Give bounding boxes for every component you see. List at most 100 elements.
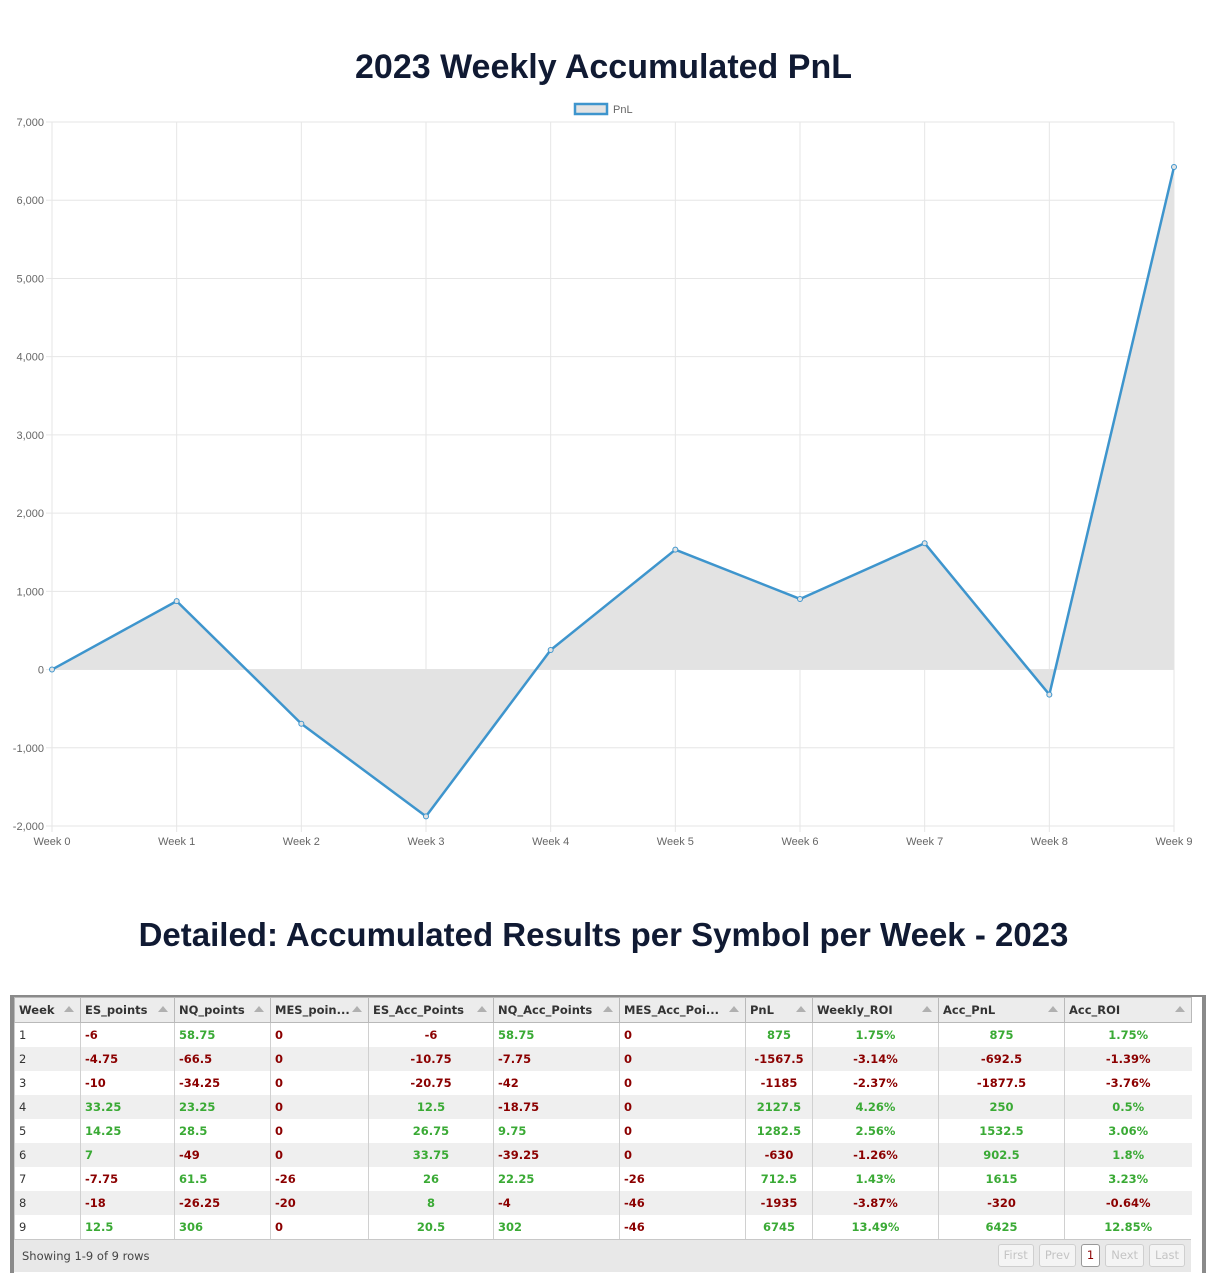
table-cell: -3.76%: [1064, 1071, 1192, 1095]
column-header-label: ES_points: [85, 1003, 148, 1017]
column-header-label: MES_poin...: [275, 1003, 350, 1017]
column-header[interactable]: ES_points: [80, 997, 175, 1023]
column-header[interactable]: Acc_PnL: [938, 997, 1065, 1023]
table-cell: 1615: [938, 1167, 1065, 1191]
table-cell: 3: [14, 1071, 81, 1095]
table-cell: -46: [619, 1191, 746, 1215]
table-cell: 0: [270, 1215, 369, 1239]
pnl-data-point: [672, 546, 679, 553]
table-cell: 0: [619, 1095, 746, 1119]
table-cell: 28.5: [174, 1119, 271, 1143]
sort-arrow-icon[interactable]: [254, 1006, 264, 1012]
column-header[interactable]: PnL: [745, 997, 813, 1023]
column-header[interactable]: NQ_Acc_Points: [493, 997, 620, 1023]
last-page-button[interactable]: Last: [1149, 1244, 1185, 1267]
sort-arrow-icon[interactable]: [477, 1006, 487, 1012]
table-row[interactable]: 7 -7.75 61.5 -26 26 22.25 -26 712.5 1.43% 1615 3.2…: [14, 1167, 1192, 1191]
table-cell: 58.75: [174, 1022, 271, 1047]
table-cell: -3.14%: [812, 1047, 939, 1071]
table-cell: 7: [80, 1143, 175, 1167]
table-cell: -10: [80, 1071, 175, 1095]
table-cell: 5: [14, 1119, 81, 1143]
table-row[interactable]: 3 -10 -34.25 0 -20.75 -42 0 -1185 -2.37% -1877.5-…: [14, 1071, 1192, 1095]
y-tick-label: 3,000: [16, 430, 44, 442]
table-cell: 33.25: [80, 1095, 175, 1119]
column-header[interactable]: NQ_points: [174, 997, 271, 1023]
y-tick-label: 4,000: [16, 352, 44, 364]
table-cell: 0: [619, 1022, 746, 1047]
table-cell: -26.25: [174, 1191, 271, 1215]
table-cell: 6: [14, 1143, 81, 1167]
pnl-data-point: [547, 647, 554, 653]
table-cell: 0: [619, 1143, 746, 1167]
column-header[interactable]: Acc_ROI: [1064, 997, 1192, 1023]
table-cell: 13.49%: [812, 1215, 939, 1239]
pnl-data-point: [1171, 163, 1177, 170]
table-row[interactable]: 1 -6 58.75 0 -6 58.75 0 875 1.75% 875 1.75%: [14, 1022, 1192, 1047]
pagination-info: Showing 1-9 of 9 rows: [22, 1249, 150, 1263]
table-cell: 0.5%: [1064, 1095, 1192, 1119]
table-cell: 33.75: [368, 1143, 494, 1167]
table-cell: 9.75: [493, 1119, 620, 1143]
sort-arrow-icon[interactable]: [729, 1006, 739, 1012]
table-cell: 26.75: [368, 1119, 494, 1143]
column-header[interactable]: MES_poin...: [270, 997, 369, 1023]
sort-arrow-icon[interactable]: [603, 1006, 613, 1012]
column-header[interactable]: ES_Acc_Points: [368, 997, 494, 1023]
table-cell: 250: [938, 1095, 1065, 1119]
pnl-data-point: [921, 540, 928, 547]
table-cell: -20.75: [368, 1071, 494, 1095]
y-tick-label: 1,000: [16, 586, 44, 598]
table-cell: 0: [270, 1095, 369, 1119]
column-header[interactable]: MES_Acc_Poi...: [619, 997, 746, 1023]
first-page-button[interactable]: First: [997, 1244, 1034, 1267]
table-row[interactable]: 4 33.25 23.25 0 12.5 -18.75 0 2127.5 4.26% 250 0.5…: [14, 1095, 1192, 1119]
table-cell: -692.5: [938, 1047, 1065, 1071]
table-cell: -39.25: [493, 1143, 620, 1167]
sort-arrow-icon[interactable]: [352, 1006, 362, 1012]
table-cell: -4.75: [80, 1047, 175, 1071]
sort-arrow-icon[interactable]: [1175, 1006, 1185, 1012]
sort-arrow-icon[interactable]: [796, 1006, 806, 1012]
table-cell: 12.5: [368, 1095, 494, 1119]
sort-arrow-icon[interactable]: [922, 1006, 932, 1012]
sort-arrow-icon[interactable]: [158, 1006, 168, 1012]
y-tick-label: -2,000: [13, 821, 44, 833]
y-tick-label: 0: [38, 665, 44, 677]
table-row[interactable]: 8 -18 -26.25 -20 8 -4 -46 -1935 -3.87% -320 -0.64%: [14, 1191, 1192, 1215]
column-header[interactable]: Week: [14, 997, 81, 1023]
results-table: Week ES_points NQ_points MES_poin... ES_Acc_…: [14, 997, 1192, 1239]
pnl-area-fill: [52, 166, 1174, 817]
table-cell: 20.5: [368, 1215, 494, 1239]
table-cell: 902.5: [938, 1143, 1065, 1167]
table-cell: -46: [619, 1215, 746, 1239]
prev-page-button[interactable]: Prev: [1038, 1244, 1076, 1267]
table-cell: -1.39%: [1064, 1047, 1192, 1071]
sort-arrow-icon[interactable]: [1048, 1006, 1058, 1012]
pnl-series-line: [51, 166, 1176, 818]
table-cell: -2.37%: [812, 1071, 939, 1095]
table-row[interactable]: 2 -4.75 -66.5 0 -10.75 -7.75 0 -1567.5 -3.14% -69…: [14, 1047, 1192, 1071]
table-row[interactable]: 5 14.25 28.5 0 26.75 9.75 0 1282.5 2.56% 1532.5 3.…: [14, 1119, 1192, 1143]
table-cell: 2.56%: [812, 1119, 939, 1143]
next-page-button[interactable]: Next: [1105, 1244, 1145, 1267]
table-cell: -10.75: [368, 1047, 494, 1071]
table-cell: 1282.5: [745, 1119, 813, 1143]
pnl-data-point: [797, 595, 803, 602]
table-cell: 1.75%: [812, 1022, 939, 1047]
page-1-button[interactable]: 1: [1080, 1244, 1101, 1267]
column-header-label: NQ_Acc_Points: [498, 1003, 593, 1017]
table-cell: 0: [270, 1143, 369, 1167]
pagination-bar: Showing 1-9 of 9 rows First Prev 1 Next …: [14, 1239, 1191, 1272]
pnl-line-chart: -2,000 -1,000 0 1,000 2,000 3,000 4,000 5,000 6,…: [13, 102, 1193, 848]
table-row[interactable]: 6 7 -49 0 33.75 -39.25 0 -630 -1.26% 902.5 1.8%: [14, 1143, 1192, 1167]
table-cell: 1.8%: [1064, 1143, 1192, 1167]
column-header[interactable]: Weekly_ROI: [812, 997, 939, 1023]
table-cell: 23.25: [174, 1095, 271, 1119]
table-cell: -1185: [745, 1071, 813, 1095]
sort-arrow-icon[interactable]: [64, 1006, 74, 1012]
table-cell: 1.43%: [812, 1167, 939, 1191]
table-row[interactable]: 9 12.5 306 0 20.5 302 -46 6745 13.49% 6425 12.85%: [14, 1215, 1192, 1239]
table-cell: -1935: [745, 1191, 813, 1215]
pnl-data-point: [1046, 691, 1053, 698]
